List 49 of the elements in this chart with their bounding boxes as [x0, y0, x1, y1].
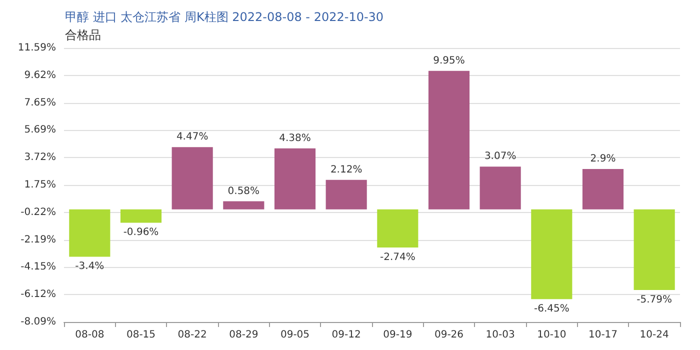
bar [274, 148, 316, 210]
data-label: 9.95% [433, 55, 465, 66]
y-tick-label: -6.12% [20, 289, 56, 300]
x-tick-label: 09-19 [383, 330, 412, 340]
y-tick-label: -4.15% [20, 262, 56, 273]
y-tick-label: 9.62% [24, 70, 56, 81]
x-tick-label: 08-08 [75, 330, 104, 340]
data-label: 3.07% [484, 151, 516, 162]
data-label: -0.96% [123, 227, 159, 238]
chart-subtitle: 合格品 [65, 28, 101, 42]
y-tick-label: 3.72% [24, 152, 56, 164]
data-label: -5.79% [636, 294, 672, 306]
bar [428, 70, 470, 210]
y-tick-label: 5.69% [24, 124, 56, 136]
bar [480, 166, 521, 210]
y-tick-label: 11.59% [18, 42, 56, 54]
data-label: 2.12% [330, 164, 362, 176]
data-label: 2.9% [590, 153, 616, 164]
bar [69, 209, 110, 257]
x-tick-label: 08-15 [126, 330, 156, 340]
data-label: 4.38% [279, 132, 311, 144]
y-tick-label: -2.19% [20, 234, 56, 246]
data-label: -3.4% [75, 261, 104, 272]
x-tick-label: 10-17 [588, 330, 618, 340]
bar [582, 168, 624, 210]
x-tick-label: 08-29 [229, 330, 258, 340]
y-tick-label: 7.65% [24, 97, 56, 108]
y-tick-label: -0.22% [20, 206, 56, 218]
bar [531, 209, 572, 300]
data-label: 0.58% [228, 186, 260, 197]
bar [223, 201, 264, 210]
x-tick-label: 09-05 [280, 330, 310, 340]
chart-title: 甲醇 进口 太仓江苏省 周K柱图 2022-08-08 - 2022-10-30 [65, 10, 384, 24]
bar [377, 209, 418, 248]
bar [120, 209, 162, 223]
bar [634, 209, 675, 290]
y-tick-label: 1.75% [24, 180, 56, 190]
x-tick-label: 08-22 [178, 330, 207, 340]
bar [172, 147, 213, 210]
data-label: -6.45% [534, 304, 570, 315]
x-tick-label: 09-12 [332, 330, 361, 340]
x-tick-label: 10-24 [640, 330, 669, 340]
bar [326, 180, 367, 210]
data-label: 4.47% [176, 132, 208, 143]
data-label: -2.74% [380, 252, 416, 264]
x-tick-label: 10-10 [537, 330, 566, 340]
x-tick-label: 09-26 [434, 330, 464, 340]
x-tick-label: 10-03 [486, 330, 515, 340]
y-tick-label: -8.09% [20, 316, 56, 328]
